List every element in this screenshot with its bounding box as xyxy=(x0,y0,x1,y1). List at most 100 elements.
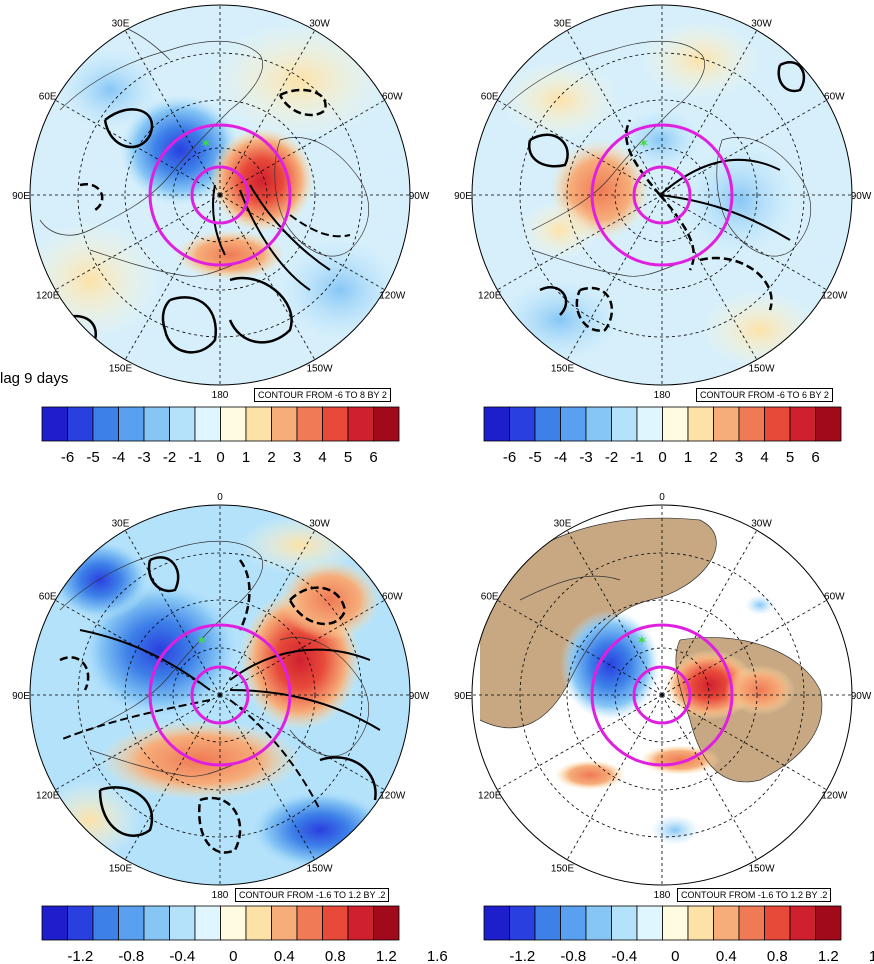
contour-note-top-left: CONTOUR FROM -6 TO 8 BY 2 xyxy=(254,388,391,402)
longitude-labels: 0 30W 60W 90W 120W 150W 180 150E 120E 90E 60E 30E 0 3… xyxy=(12,0,872,901)
longitude-label: 0 xyxy=(217,492,223,503)
longitude-label: 120E xyxy=(478,791,502,802)
colorbar-tick-label: -1.2 xyxy=(509,948,535,964)
colorbar-tick-label: 6 xyxy=(369,449,377,466)
longitude-label: 120E xyxy=(36,291,60,302)
colorbar-tick-label: 3 xyxy=(293,449,301,466)
longitude-label: 60W xyxy=(824,92,845,103)
highlight-rings xyxy=(590,623,734,767)
colorbar-swatch xyxy=(636,406,663,442)
longitude-label: 90W xyxy=(409,691,430,702)
map-border xyxy=(29,504,411,886)
colorbar-swatch xyxy=(41,905,68,941)
colorbar-tick-label: 6 xyxy=(811,449,819,466)
colorbar-tick-label: 0.4 xyxy=(274,948,295,964)
colorbar-swatch xyxy=(738,406,765,442)
colorbar-swatch xyxy=(373,905,400,941)
colorbar-swatch xyxy=(169,905,196,941)
longitude-label: 150E xyxy=(109,863,133,874)
colorbar-swatch xyxy=(67,406,94,442)
colorbar: -6 -5 -4 -3 -2 -1 0 1 2 3 4 5 6 xyxy=(41,406,400,466)
map-border xyxy=(29,4,411,386)
longitude-label: 150W xyxy=(748,363,775,374)
colorbar-swatch xyxy=(118,905,145,941)
longitude-label: 180 xyxy=(212,890,229,901)
map-border xyxy=(471,504,853,886)
colorbar-swatch xyxy=(92,406,119,442)
contours xyxy=(528,61,806,332)
colorbar-swatch xyxy=(41,406,68,442)
colorbar-swatch xyxy=(296,905,323,941)
colorbar-swatch xyxy=(815,905,842,941)
longitude-label: 60E xyxy=(39,92,57,103)
colorbar-swatch xyxy=(373,406,400,442)
colorbar-swatch xyxy=(815,406,842,442)
colorbar-swatch xyxy=(245,905,272,941)
marker-icon: ✶ xyxy=(638,135,650,151)
longitude-label: 120E xyxy=(478,291,502,302)
graticule xyxy=(472,505,852,885)
graticule xyxy=(472,5,852,385)
colorbar-swatch xyxy=(296,406,323,442)
colorbar-tick-label: -6 xyxy=(61,449,74,466)
colorbar-swatch xyxy=(143,406,170,442)
colorbars: -6 -5 -4 -3 -2 -1 0 1 2 3 4 5 6 -6 -5 -4 -3 -2 -1 0 1 2 3 4 5 6-1… xyxy=(41,406,874,964)
longitude-label: 180 xyxy=(654,890,671,901)
colorbar-swatch xyxy=(585,406,612,442)
colorbar-tick-label: -1 xyxy=(630,449,643,466)
longitude-label: 60E xyxy=(481,92,499,103)
colorbar-swatch xyxy=(713,905,740,941)
longitude-label: 150W xyxy=(748,863,775,874)
coastlines xyxy=(39,27,370,277)
longitude-label: 60W xyxy=(382,592,403,603)
highlight-rings xyxy=(148,623,292,767)
longitude-label: 120W xyxy=(379,791,406,802)
colorbar-swatch xyxy=(611,406,638,442)
colorbar-swatch xyxy=(483,905,510,941)
colorbar-tick-label: 0 xyxy=(658,449,666,466)
longitude-label: 60E xyxy=(39,592,57,603)
colorbar-tick-label: -0.8 xyxy=(560,948,586,964)
longitude-label: 150W xyxy=(306,863,333,874)
colorbar-swatch xyxy=(483,406,510,442)
longitude-label: 30W xyxy=(309,19,330,30)
colorbar-tick-label: 0 xyxy=(229,948,237,964)
colorbar-swatch xyxy=(169,406,196,442)
contour-note-bottom-right: CONTOUR FROM -1.6 TO 1.2 BY .2 xyxy=(677,888,832,902)
colorbar-tick-label: 1 xyxy=(684,449,692,466)
longitude-label: 120W xyxy=(379,291,406,302)
colorbar-swatch xyxy=(347,905,374,941)
colorbar-swatch xyxy=(194,905,221,941)
colorbar: -1.2 -0.8 -0.4 0 0.4 0.8 1.2 1.6 xyxy=(41,905,448,964)
colorbar-swatch xyxy=(687,406,714,442)
longitude-label: 120E xyxy=(36,791,60,802)
highlight-rings xyxy=(590,123,734,267)
colorbar-swatch xyxy=(271,406,298,442)
colorbar-tick-label: 0.4 xyxy=(716,948,737,964)
colorbar-swatch xyxy=(347,406,374,442)
longitude-label: 60W xyxy=(382,92,403,103)
colorbar-swatch xyxy=(509,905,536,941)
lag-label: lag 9 days xyxy=(0,370,69,387)
colorbar-swatch xyxy=(636,905,663,941)
colorbar-tick-label: -6 xyxy=(503,449,516,466)
longitude-label: 30W xyxy=(751,19,772,30)
longitude-label: 150E xyxy=(551,863,575,874)
longitude-label: 30W xyxy=(751,519,772,530)
graticule xyxy=(30,505,410,885)
map-border xyxy=(471,4,853,386)
colorbar-tick-label: 4 xyxy=(318,449,326,466)
marker-icon: ✶ xyxy=(636,632,648,648)
longitude-label: 180 xyxy=(654,390,671,401)
colorbar-swatch xyxy=(534,406,561,442)
colorbar-swatch xyxy=(220,406,247,442)
longitude-label: 30E xyxy=(554,19,572,30)
colorbar-tick-label: -5 xyxy=(528,449,541,466)
colorbar-swatch xyxy=(764,406,791,442)
contour-note-bottom-left: CONTOUR FROM -1.6 TO 1.2 BY .2 xyxy=(235,888,390,902)
colorbar-tick-label: 1.6 xyxy=(869,948,874,964)
colorbar-swatch xyxy=(764,905,791,941)
longitude-label: 120W xyxy=(821,291,848,302)
graticule xyxy=(30,5,410,385)
